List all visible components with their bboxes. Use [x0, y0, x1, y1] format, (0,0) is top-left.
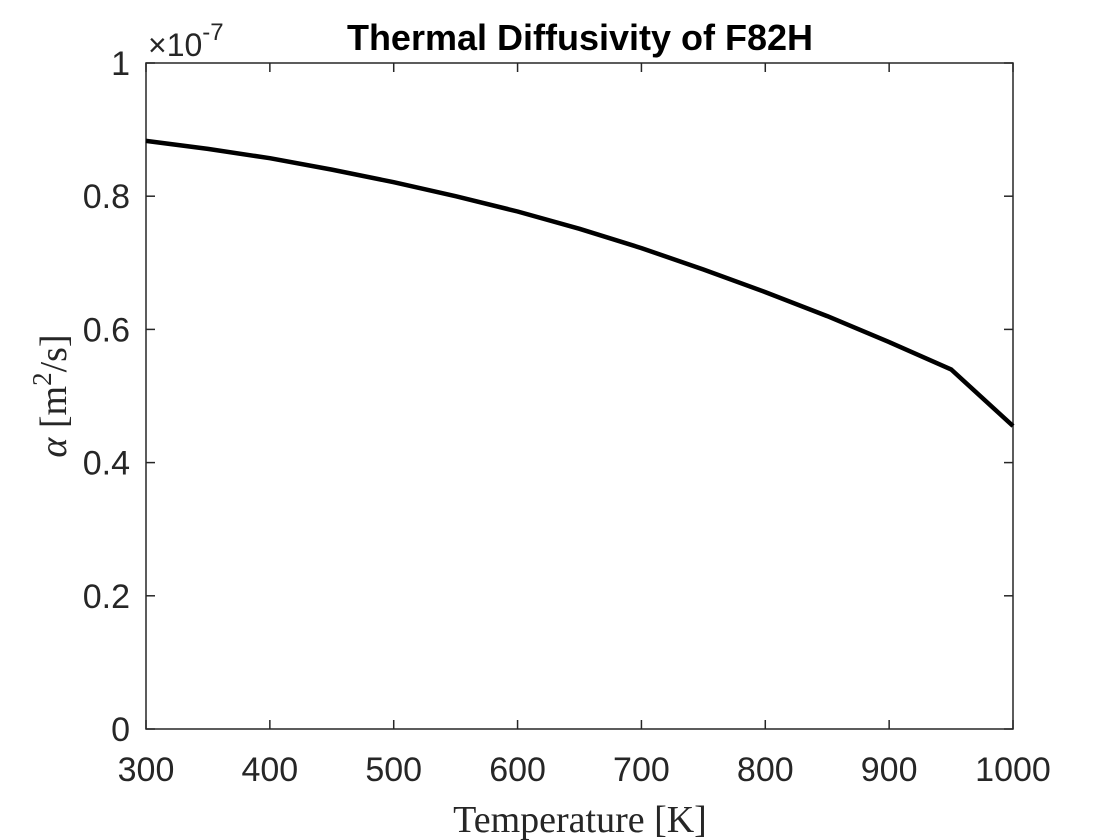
x-tick-label: 500: [365, 751, 422, 789]
y-tick-label: 0.6: [83, 311, 130, 349]
x-axis-tick-labels: 300 400 500 600 700 800 900 1000: [118, 751, 1051, 789]
x-tick-label: 300: [118, 751, 175, 789]
series-layer: [145, 138, 1015, 428]
y-tick-label: 0: [111, 711, 130, 749]
y-tick-label: 0.2: [83, 578, 130, 616]
plot-area-frame: [145, 62, 1014, 730]
x-tick-label: 900: [861, 751, 918, 789]
x-axis-ticks: [145, 63, 1014, 729]
x-tick-label: 700: [613, 751, 670, 789]
x-tick-label: 400: [241, 751, 298, 789]
y-axis-unit-exponent: 2: [27, 372, 57, 386]
y-exponent-power: -7: [202, 19, 223, 46]
y-exponent-label: ×10-7: [148, 19, 224, 63]
x-axis-label: Temperature [K]: [453, 799, 707, 840]
y-tick-label: 0.4: [83, 445, 130, 483]
x-tick-label: 1000: [975, 751, 1051, 789]
x-tick-label: 600: [489, 751, 546, 789]
y-axis-ticks: [146, 62, 1013, 730]
y-exponent-base: ×10: [148, 27, 202, 63]
series-line: [145, 138, 1015, 428]
y-tick-label: 0.8: [83, 178, 130, 216]
chart-title: Thermal Diffusivity of F82H: [347, 17, 813, 58]
y-tick-label: 1: [111, 45, 130, 83]
y-axis-unit-open: [m: [33, 386, 75, 428]
y-axis-unit-close: /s]: [33, 334, 75, 372]
x-tick-label: 800: [737, 751, 794, 789]
y-axis-label: α [m2/s]: [27, 334, 75, 457]
y-axis-symbol: α: [33, 437, 75, 458]
y-axis-tick-labels: 0 0.2 0.4 0.6 0.8 1: [83, 45, 130, 749]
